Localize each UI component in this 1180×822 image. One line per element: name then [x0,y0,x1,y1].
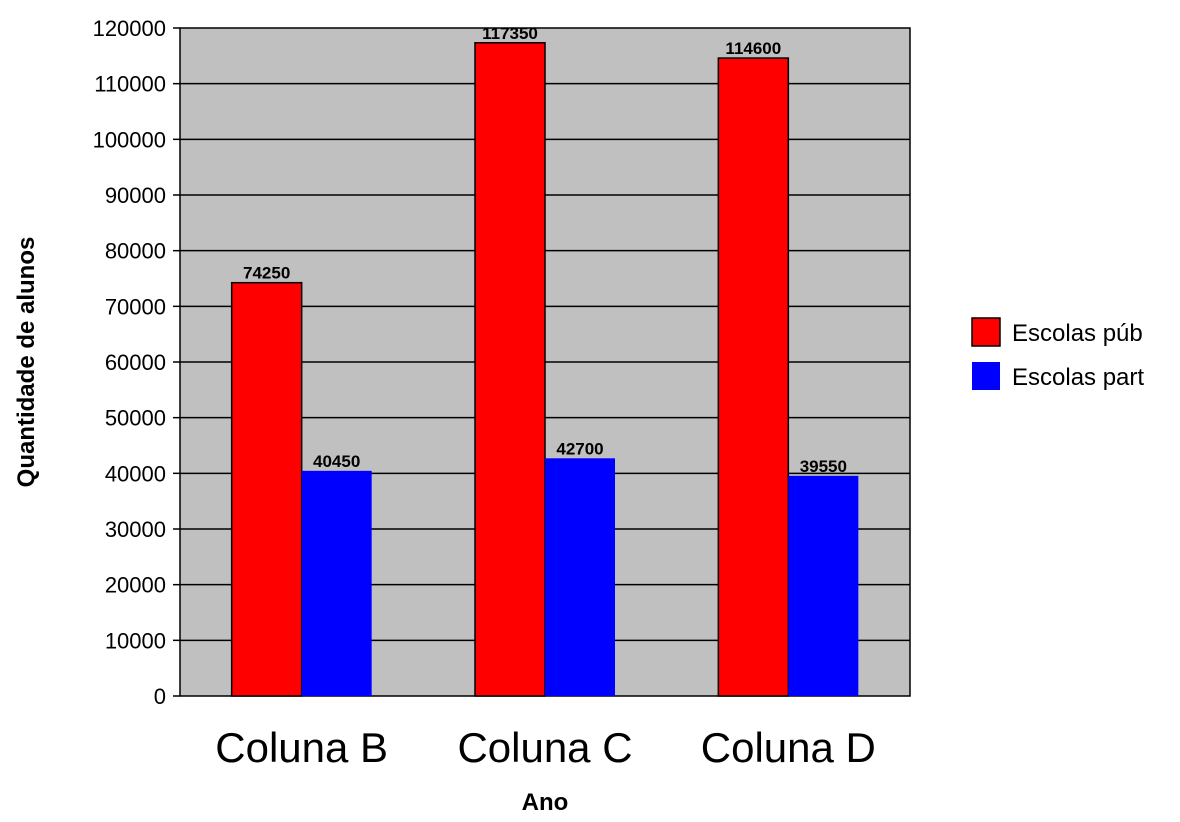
bar [474,42,546,697]
data-label: 42700 [556,439,603,458]
y-tick-label: 80000 [105,239,166,264]
y-tick-label: 120000 [93,16,166,41]
data-label: 114600 [725,39,781,58]
data-label: 39550 [800,457,847,476]
y-tick-label: 60000 [105,350,166,375]
y-tick-label: 70000 [105,294,166,319]
legend: Escolas púb Escolas part [971,317,1144,391]
legend-label: Escolas púb [1012,320,1143,347]
x-axis-label: Ano [522,789,569,816]
y-tick-label: 40000 [105,461,166,486]
legend-swatch [972,362,1000,390]
y-tick-label: 110000 [94,72,166,97]
data-label: 74250 [243,264,290,283]
data-label: 117350 [482,24,538,43]
y-axis-label: Quantidade de alunos [13,237,40,488]
x-tick-label: Coluna C [457,724,632,771]
bar [717,57,790,697]
legend-label: Escolas part [1012,364,1144,391]
x-tick-label: Coluna B [215,724,388,771]
y-tick-label: 20000 [105,573,166,598]
y-axis: 0 10000 20000 30000 40000 50000 60000 70000 8000… [93,16,180,709]
data-label: 40450 [313,452,360,471]
bars: 74250 40450 117350 42700 114600 39550 [230,24,859,697]
y-tick-label: 10000 [105,628,166,653]
bar [545,458,615,696]
y-tick-label: 90000 [105,183,166,208]
y-tick-label: 30000 [105,517,166,542]
bar [301,470,372,696]
x-axis: Coluna B Coluna C Coluna D [215,724,876,771]
bar [788,475,859,696]
bar [230,281,303,697]
x-tick-label: Coluna D [701,724,876,771]
legend-swatch [971,317,1001,347]
y-tick-label: 100000 [93,127,166,152]
y-tick-label: 0 [154,684,166,709]
y-tick-label: 50000 [105,406,166,431]
